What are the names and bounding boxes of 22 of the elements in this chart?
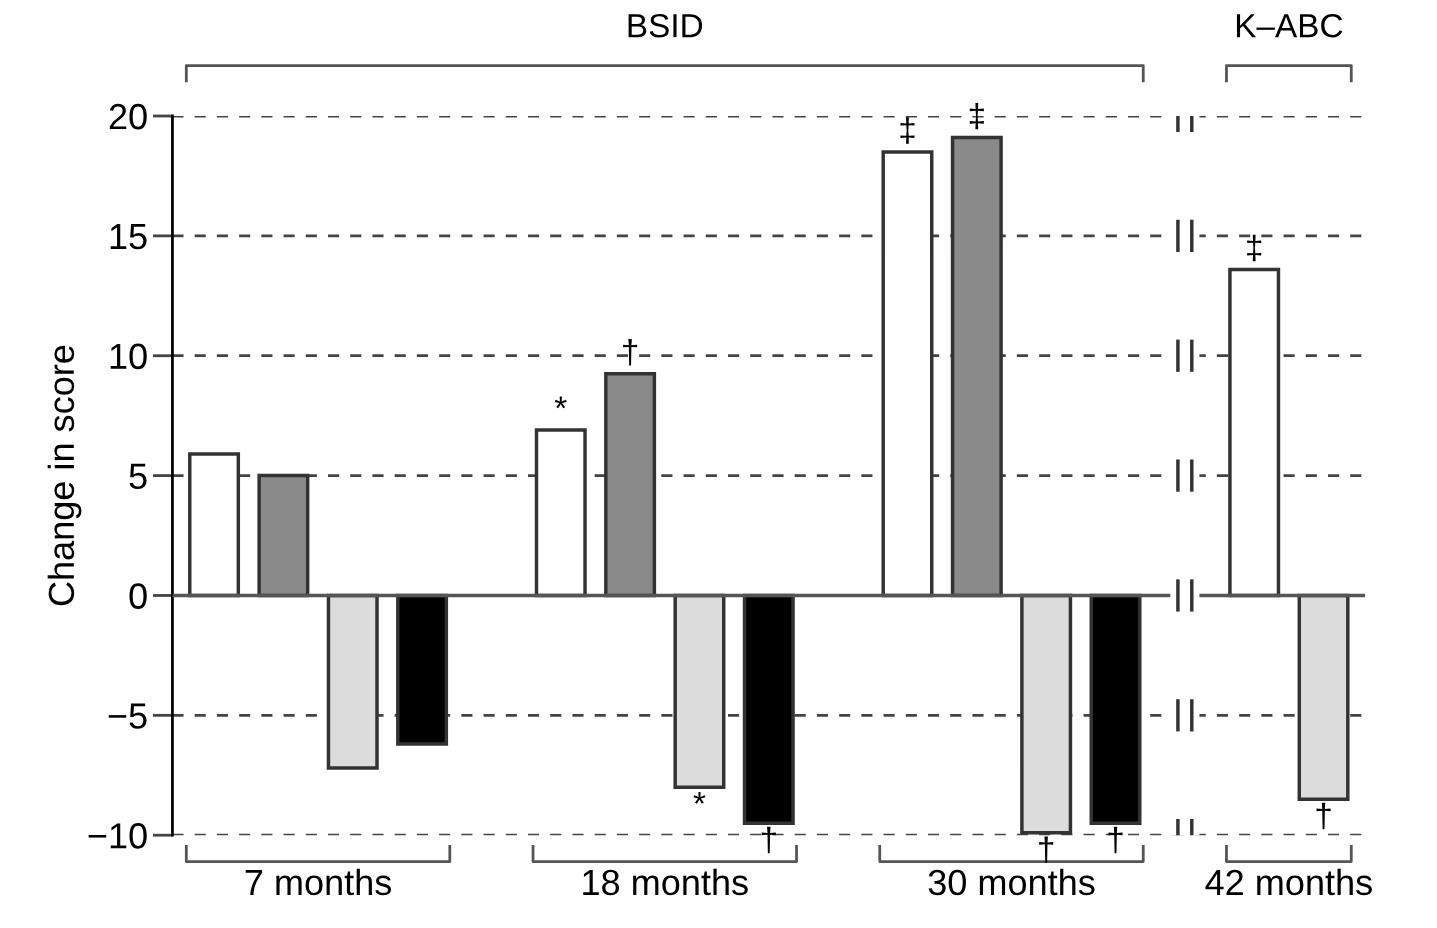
data-label: † bbox=[1316, 802, 1331, 830]
x-tick-label: 18 months bbox=[583, 868, 748, 896]
y-tick-label: 5 bbox=[129, 463, 147, 490]
y-tick-label: 20 bbox=[109, 103, 147, 130]
x-tick-label: 7 months bbox=[245, 868, 392, 896]
y-tick-label: 0 bbox=[129, 583, 147, 609]
y-tick-label: 15 bbox=[110, 224, 147, 250]
data-label: † bbox=[623, 339, 638, 366]
data-label: * bbox=[554, 396, 567, 409]
text: BSID bbox=[628, 13, 703, 38]
data-label: † bbox=[1039, 836, 1054, 863]
y-tick-label: −10 bbox=[88, 823, 147, 849]
y-axis-title: Change in score bbox=[47, 345, 82, 606]
y-tick-label: 10 bbox=[110, 343, 147, 370]
data-label: ‡ bbox=[900, 117, 915, 144]
x-tick-label: 42 months bbox=[1205, 868, 1372, 896]
data-label: † bbox=[761, 826, 776, 854]
y-tick-label: −5 bbox=[108, 703, 147, 729]
data-label: * bbox=[693, 792, 706, 804]
data-label: ‡ bbox=[1247, 234, 1262, 262]
text: K–ABC bbox=[1236, 13, 1343, 38]
x-tick-label: 30 months bbox=[928, 868, 1095, 896]
